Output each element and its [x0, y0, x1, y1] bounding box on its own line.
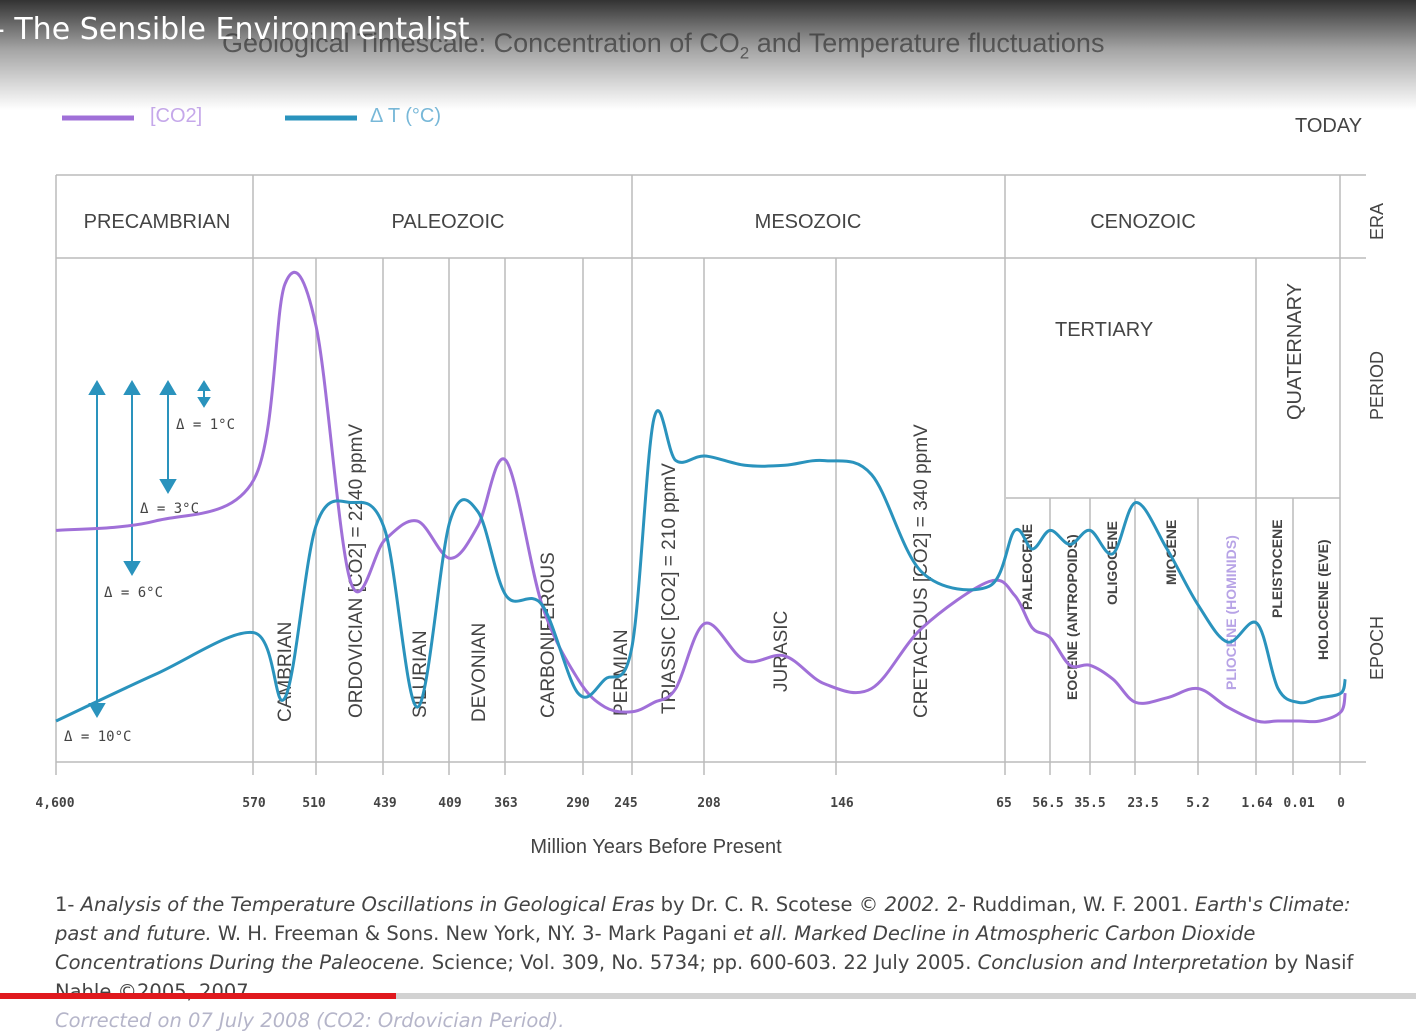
conclusion-title: Conclusion and Interpretation	[977, 951, 1269, 974]
today-label: TODAY	[1295, 115, 1362, 137]
x-tick: 35.5	[1074, 796, 1105, 811]
x-tick: 570	[242, 796, 266, 811]
epoch-label-miocene: MIOCENE	[1163, 520, 1179, 585]
x-tick: 208	[697, 796, 721, 811]
correction-note: Corrected on 07 July 2008 (CO2: Ordovici…	[55, 1009, 565, 1032]
scale-arrowhead	[197, 397, 211, 408]
temperature-scale-labels: Δ = 1°C Δ = 3°C Δ = 6°C Δ = 10°C	[64, 417, 235, 745]
scale-arrowhead	[123, 380, 141, 395]
epoch-label-holocene: HOLOCENE (EVE)	[1315, 539, 1331, 660]
ref1-year: 2002.	[884, 893, 941, 916]
x-tick: 1.64	[1241, 796, 1272, 811]
x-tick: 5.2	[1186, 796, 1209, 811]
x-tick: 439	[373, 796, 396, 811]
ref2-title: Earth's Climate: past and future.	[55, 893, 1351, 945]
era-labels: PRECAMBRIAN PALEOZOIC MESOZOIC CENOZOIC	[84, 211, 1196, 233]
ref3-title: Marked Decline in Atmospheric Carbon Dio…	[55, 922, 1256, 974]
legend-label-co2: [CO2]	[150, 105, 202, 127]
scale-arrowhead	[197, 380, 211, 391]
period-label-triassic: TRIASSIC [CO2] = 210 ppmV	[659, 463, 680, 714]
chart-legend: [CO2] Δ T (°C)	[62, 105, 441, 127]
temperature-series-line	[55, 409, 1347, 723]
row-label-era: ERA	[1367, 203, 1387, 240]
ref1-title: Analysis of the Temperature Oscillations…	[80, 893, 655, 916]
chart-frame	[55, 174, 1366, 775]
epoch-labels: PALEOCENE EOCENE (ANTROPOIDS) OLIGOCENE …	[1019, 519, 1331, 700]
epoch-label-pleistocene: PLEISTOCENE	[1269, 519, 1285, 618]
ref1-author: by Dr. C. R. Scotese ©	[654, 893, 885, 916]
scale-arrowhead	[88, 380, 106, 395]
geological-chart: [CO2] Δ T (°C) TODAY ERA PERIOD EPOCH PR…	[35, 105, 1387, 858]
video-progress-bar[interactable]	[0, 993, 1416, 999]
period-label-jurasic: JURASIC	[771, 611, 792, 692]
x-tick: 363	[494, 796, 517, 811]
period-label-carboniferous: CARBONIFEROUS	[538, 552, 559, 718]
x-tick: 510	[302, 796, 326, 811]
epoch-label-pliocene: PLIOCENE (HOMINIDS)	[1223, 535, 1239, 690]
scale-arrowhead	[159, 479, 177, 494]
period-label-quaternary: QUATERNARY	[1284, 283, 1306, 420]
scale-label-1c: Δ = 1°C	[176, 417, 235, 433]
era-label-cenozoic: CENOZOIC	[1090, 211, 1196, 233]
video-channel-title[interactable]: - The Sensible Environmentalist	[0, 12, 470, 47]
period-label-silurian: SILURIAN	[410, 630, 431, 718]
ref2-publisher: W. H. Freeman & Sons. New York, NY. 3- M…	[211, 922, 734, 945]
scale-label-10c: Δ = 10°C	[64, 729, 131, 745]
epoch-label-eocene: EOCENE (ANTROPOIDS)	[1064, 534, 1080, 700]
x-axis-ticks: 4,600 570 510 439 409 363 290 245 208 14…	[35, 796, 1345, 811]
scale-arrowhead	[159, 380, 177, 395]
era-label-mesozoic: MESOZOIC	[755, 211, 862, 233]
x-axis-label: Million Years Before Present	[530, 836, 782, 858]
period-label-tertiary: TERTIARY	[1055, 319, 1153, 341]
scale-arrowhead	[123, 561, 141, 576]
epoch-label-paleocene: PALEOCENE	[1019, 524, 1035, 610]
period-label-ordovician: ORDOVICIAN [CO2] = 2240 ppmV	[346, 424, 367, 718]
x-tick: 4,600	[35, 796, 74, 811]
x-tick: 245	[614, 796, 637, 811]
era-label-paleozoic: PALEOZOIC	[392, 211, 505, 233]
x-tick: 56.5	[1032, 796, 1063, 811]
chart-series	[55, 270, 1347, 724]
epoch-label-oligocene: OLIGOCENE	[1104, 521, 1120, 605]
x-tick: 23.5	[1127, 796, 1158, 811]
x-tick: 0.01	[1283, 796, 1314, 811]
ref1-prefix: 1-	[55, 893, 81, 916]
x-tick: 290	[566, 796, 590, 811]
temperature-scale	[88, 380, 211, 718]
ref3-etal: et all.	[733, 922, 789, 945]
co2-series-line	[55, 270, 1347, 724]
x-tick: 0	[1337, 796, 1345, 811]
ref2-authors: 2- Ruddiman, W. F. 2001.	[940, 893, 1195, 916]
row-label-period: PERIOD	[1367, 351, 1387, 420]
period-label-devonian: DEVONIAN	[469, 623, 490, 722]
references-footnote: 1- Analysis of the Temperature Oscillati…	[55, 890, 1390, 1035]
legend-label-temperature: Δ T (°C)	[370, 105, 441, 127]
scale-arrowhead	[88, 703, 106, 718]
video-progress-fill	[0, 993, 397, 999]
x-tick: 146	[830, 796, 854, 811]
ref3-publisher: Science; Vol. 309, No. 5734; pp. 600-603…	[425, 951, 978, 974]
x-tick: 65	[996, 796, 1012, 811]
scale-label-3c: Δ = 3°C	[140, 501, 199, 517]
row-label-epoch: EPOCH	[1367, 616, 1387, 680]
era-label-precambrian: PRECAMBRIAN	[84, 211, 231, 233]
x-tick: 409	[438, 796, 461, 811]
scale-label-6c: Δ = 6°C	[104, 585, 163, 601]
